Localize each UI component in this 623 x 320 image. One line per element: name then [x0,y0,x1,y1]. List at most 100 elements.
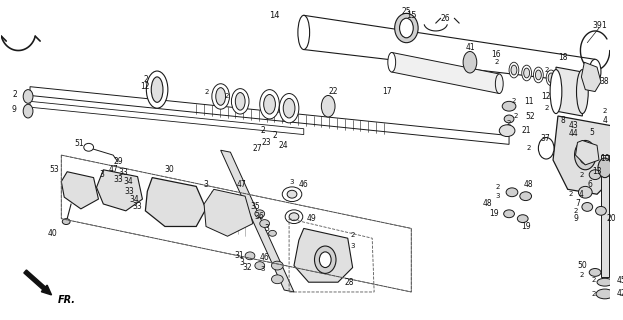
Text: 43: 43 [569,121,578,130]
Text: 5: 5 [590,128,594,137]
Ellipse shape [576,69,588,114]
Text: 48: 48 [524,180,533,189]
Ellipse shape [579,186,592,198]
Text: 30: 30 [164,165,174,174]
Text: 10: 10 [600,154,610,163]
Ellipse shape [495,74,503,93]
Ellipse shape [124,191,131,197]
Ellipse shape [283,99,295,118]
Text: 39: 39 [592,20,602,29]
Ellipse shape [255,262,265,269]
Text: 38: 38 [599,77,609,86]
Ellipse shape [289,213,299,220]
Text: 15: 15 [406,11,417,20]
Ellipse shape [574,140,596,170]
Ellipse shape [83,143,93,151]
Text: 41: 41 [465,43,475,52]
Text: 2: 2 [12,90,17,99]
Text: 33: 33 [118,168,128,177]
Text: 14: 14 [269,11,280,20]
Ellipse shape [596,206,606,215]
Ellipse shape [550,69,562,114]
Polygon shape [581,62,601,92]
Text: 17: 17 [382,87,392,96]
Polygon shape [145,178,206,227]
Polygon shape [61,172,98,209]
Ellipse shape [395,13,418,43]
Ellipse shape [269,230,277,236]
Ellipse shape [23,90,33,103]
Ellipse shape [589,170,601,180]
Text: 4: 4 [579,190,584,199]
Text: 16: 16 [492,50,501,59]
Ellipse shape [503,210,515,218]
Polygon shape [30,87,509,144]
Ellipse shape [279,93,299,123]
Text: 47: 47 [108,165,118,174]
Text: 2: 2 [579,172,584,178]
Polygon shape [601,155,609,277]
Ellipse shape [596,289,614,299]
Ellipse shape [524,68,530,78]
Text: 19: 19 [490,209,499,218]
Ellipse shape [502,101,516,111]
Text: 3: 3 [99,170,104,179]
Text: 44: 44 [569,129,578,138]
Text: 2: 2 [494,59,498,65]
Ellipse shape [320,252,331,268]
Text: 28: 28 [345,278,354,287]
Text: 45: 45 [617,276,623,285]
Polygon shape [30,101,304,135]
Polygon shape [97,170,143,211]
Ellipse shape [463,52,477,73]
Ellipse shape [260,90,279,119]
Ellipse shape [589,59,601,84]
Ellipse shape [272,261,283,270]
Ellipse shape [504,115,514,123]
Text: 9: 9 [12,105,17,114]
Text: 46: 46 [260,253,270,262]
Text: FR.: FR. [57,295,75,305]
Ellipse shape [499,125,515,137]
Ellipse shape [118,186,126,192]
Ellipse shape [579,146,591,164]
Text: 18: 18 [558,53,568,62]
Text: 1: 1 [602,20,606,29]
Text: 36: 36 [255,212,265,221]
Text: 2: 2 [224,93,229,100]
Polygon shape [392,52,499,93]
Text: 12: 12 [541,92,551,101]
Ellipse shape [287,190,297,198]
Ellipse shape [597,278,612,286]
Text: 33: 33 [125,187,135,196]
Ellipse shape [548,73,554,83]
Ellipse shape [533,67,543,83]
Polygon shape [576,140,599,165]
Text: 42: 42 [617,289,623,299]
Ellipse shape [321,95,335,117]
Text: 33: 33 [113,175,123,184]
Text: 21: 21 [522,126,531,135]
Ellipse shape [399,18,413,38]
Ellipse shape [589,268,601,276]
Text: 22: 22 [328,87,338,96]
Text: 3: 3 [260,267,265,273]
Text: 3: 3 [264,224,269,233]
Ellipse shape [130,196,138,202]
Ellipse shape [535,70,541,80]
Polygon shape [553,116,617,194]
Text: 40: 40 [47,229,57,238]
Text: 23: 23 [262,138,272,147]
Ellipse shape [285,210,303,224]
Ellipse shape [538,138,554,159]
Ellipse shape [315,246,336,273]
Text: 3: 3 [240,258,245,267]
Text: 2: 2 [511,98,516,104]
Text: 31: 31 [234,251,244,260]
Text: 34: 34 [123,177,133,186]
Text: 2: 2 [526,145,531,151]
Ellipse shape [388,52,396,72]
Text: 34: 34 [130,195,140,204]
Text: 2: 2 [205,89,209,95]
Text: 52: 52 [526,111,535,121]
